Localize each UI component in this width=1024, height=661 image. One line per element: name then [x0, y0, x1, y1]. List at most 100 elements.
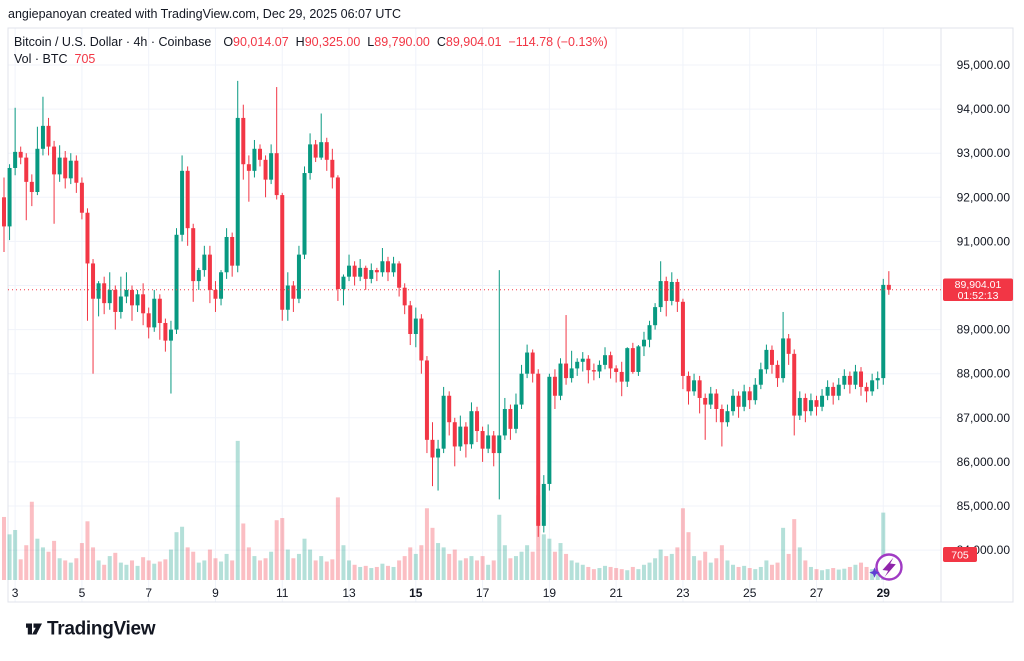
candle[interactable] — [441, 386, 446, 454]
volume-bar[interactable] — [224, 553, 229, 580]
candle[interactable] — [847, 371, 852, 394]
candle[interactable] — [719, 404, 724, 447]
volume-bar[interactable] — [185, 547, 190, 580]
volume-bar[interactable] — [575, 562, 580, 580]
symbol-title[interactable]: Bitcoin / U.S. Dollar · 4h · Coinbase — [14, 35, 212, 49]
candle[interactable] — [508, 404, 513, 440]
candle[interactable] — [758, 362, 763, 390]
candle[interactable] — [864, 382, 869, 403]
volume-bar[interactable] — [619, 569, 624, 580]
candle[interactable] — [129, 285, 134, 321]
candle[interactable] — [792, 349, 797, 436]
volume-bar[interactable] — [664, 556, 669, 580]
volume-bar[interactable] — [296, 553, 301, 580]
candle[interactable] — [35, 126, 40, 196]
volume-bar[interactable] — [413, 553, 418, 580]
volume-bar[interactable] — [742, 565, 747, 580]
candle[interactable] — [881, 278, 886, 385]
volume-bar[interactable] — [680, 508, 685, 580]
volume-bar[interactable] — [280, 518, 285, 580]
candle[interactable] — [469, 402, 474, 449]
volume-bar[interactable] — [436, 543, 441, 580]
volume-bar[interactable] — [719, 545, 724, 580]
volume-bar[interactable] — [207, 549, 212, 580]
candle[interactable] — [219, 270, 224, 306]
candle[interactable] — [213, 281, 218, 312]
candle[interactable] — [257, 144, 262, 167]
volume-bar[interactable] — [808, 566, 813, 580]
candle[interactable] — [552, 369, 557, 409]
volume-bar[interactable] — [870, 569, 875, 580]
candle[interactable] — [52, 140, 57, 224]
candle[interactable] — [564, 315, 569, 385]
volume-bar[interactable] — [458, 560, 463, 580]
volume-bar[interactable] — [463, 558, 468, 580]
candle[interactable] — [641, 331, 646, 357]
volume-bar[interactable] — [792, 519, 797, 580]
volume-bar[interactable] — [608, 566, 613, 580]
candle[interactable] — [246, 155, 251, 202]
candle[interactable] — [692, 373, 697, 396]
volume-bar[interactable] — [196, 562, 201, 580]
volume-bar[interactable] — [747, 568, 752, 580]
candle[interactable] — [313, 139, 318, 163]
candle[interactable] — [252, 139, 257, 178]
candle[interactable] — [608, 351, 613, 379]
volume-bar[interactable] — [452, 549, 457, 580]
candle[interactable] — [235, 80, 240, 273]
volume-bar[interactable] — [430, 527, 435, 580]
volume-bar[interactable] — [35, 538, 40, 580]
candle[interactable] — [853, 364, 858, 390]
volume-bar[interactable] — [68, 562, 73, 580]
volume-bar[interactable] — [831, 568, 836, 580]
candle[interactable] — [285, 272, 290, 321]
volume-bar[interactable] — [669, 553, 674, 580]
volume-bar[interactable] — [475, 560, 480, 580]
candle[interactable] — [63, 150, 68, 189]
volume-bar[interactable] — [536, 495, 541, 580]
volume-bar[interactable] — [775, 562, 780, 580]
volume-bar[interactable] — [630, 566, 635, 580]
candle[interactable] — [302, 166, 307, 260]
volume-bar[interactable] — [864, 566, 869, 580]
candle[interactable] — [675, 278, 680, 312]
volume-bar[interactable] — [781, 527, 786, 580]
candle[interactable] — [653, 303, 658, 330]
volume-bar[interactable] — [269, 551, 274, 580]
candle[interactable] — [68, 153, 73, 185]
candle[interactable] — [697, 375, 702, 414]
candle[interactable] — [769, 345, 774, 374]
volume-bar[interactable] — [324, 561, 329, 580]
volume-bar[interactable] — [636, 569, 641, 580]
candle[interactable] — [369, 263, 374, 284]
candle[interactable] — [781, 311, 786, 383]
candle[interactable] — [703, 393, 708, 440]
volume-bar[interactable] — [335, 497, 340, 580]
volume-bar[interactable] — [363, 565, 368, 580]
candle[interactable] — [513, 393, 518, 434]
candle[interactable] — [107, 272, 112, 310]
candle[interactable] — [708, 386, 713, 409]
candle[interactable] — [491, 431, 496, 467]
volume-bar[interactable] — [397, 560, 402, 580]
volume-bar[interactable] — [85, 521, 90, 580]
volume-bar[interactable] — [708, 562, 713, 580]
candle[interactable] — [308, 133, 313, 180]
candle[interactable] — [447, 391, 452, 436]
volume-bar[interactable] — [241, 523, 246, 580]
candle[interactable] — [118, 276, 123, 319]
volume-bar[interactable] — [797, 547, 802, 580]
candle[interactable] — [163, 318, 168, 352]
volume-bar[interactable] — [180, 526, 185, 580]
volume-bar[interactable] — [374, 566, 379, 580]
volume-bar[interactable] — [202, 560, 207, 580]
candle[interactable] — [575, 358, 580, 376]
candle[interactable] — [859, 367, 864, 396]
candle[interactable] — [335, 175, 340, 301]
candle[interactable] — [296, 245, 301, 304]
volume-bar[interactable] — [491, 560, 496, 580]
volume-bar[interactable] — [7, 534, 12, 580]
candle[interactable] — [536, 369, 541, 537]
candle[interactable] — [803, 393, 808, 423]
candle[interactable] — [40, 96, 45, 156]
